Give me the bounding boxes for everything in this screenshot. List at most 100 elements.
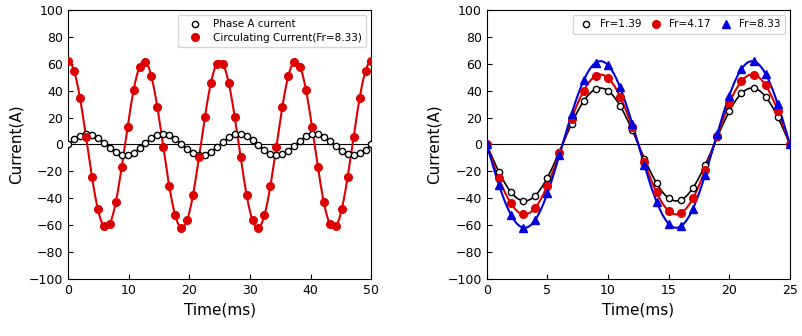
Fr=1.39	[700, 163, 710, 167]
Fr=1.39	[773, 115, 783, 119]
Fr=4.17	[639, 160, 649, 164]
Y-axis label: Current(A): Current(A)	[427, 105, 442, 184]
Fr=1.39	[518, 199, 528, 203]
Fr=8.33	[712, 132, 722, 136]
Fr=8.33	[749, 59, 759, 63]
X-axis label: Time(ms): Time(ms)	[602, 302, 674, 317]
Fr=4.17	[700, 168, 710, 172]
Line: Fr=8.33: Fr=8.33	[483, 57, 794, 232]
Fr=1.39	[530, 194, 540, 198]
Fr=1.39	[761, 95, 771, 99]
Fr=1.39	[712, 135, 722, 139]
Fr=1.39	[482, 142, 492, 146]
Fr=8.33	[518, 226, 528, 230]
Circulating Current(Fr=8.33)	[212, 61, 221, 66]
Circulating Current(Fr=8.33)	[367, 59, 376, 63]
Phase A current	[159, 132, 168, 136]
Fr=4.17	[712, 134, 722, 138]
Legend: Phase A current, Circulating Current(Fr=8.33): Phase A current, Circulating Current(Fr=…	[178, 15, 367, 47]
Fr=4.17	[482, 142, 492, 146]
Phase A current	[230, 132, 240, 136]
Fr=1.39	[676, 198, 686, 202]
Fr=1.39	[664, 196, 674, 200]
Fr=1.39	[749, 86, 759, 90]
Fr=1.39	[688, 186, 698, 190]
Fr=4.17	[773, 109, 783, 113]
Fr=1.39	[579, 99, 589, 103]
Fr=8.33	[773, 102, 783, 107]
Fr=1.39	[724, 109, 734, 113]
Fr=8.33	[555, 153, 565, 157]
Fr=4.17	[724, 101, 734, 106]
Circulating Current(Fr=8.33)	[176, 226, 186, 230]
Fr=4.17	[542, 183, 552, 187]
Fr=4.17	[785, 142, 795, 146]
Fr=8.33	[639, 163, 649, 167]
Fr=8.33	[785, 142, 795, 146]
Phase A current	[367, 142, 376, 146]
Fr=8.33	[664, 222, 674, 226]
Fr=8.33	[724, 93, 734, 97]
Fr=4.17	[749, 73, 759, 77]
Legend: Fr=1.39, Fr=4.17, Fr=8.33: Fr=1.39, Fr=4.17, Fr=8.33	[573, 15, 785, 34]
Phase A current	[87, 133, 97, 137]
Fr=1.39	[506, 190, 516, 194]
Fr=8.33	[615, 85, 625, 89]
Phase A current	[63, 142, 73, 146]
Fr=4.17	[567, 117, 577, 121]
Fr=8.33	[652, 200, 662, 204]
Fr=1.39	[603, 89, 613, 93]
Fr=4.17	[761, 83, 771, 87]
Fr=4.17	[555, 151, 565, 155]
Phase A current	[212, 145, 221, 149]
Fr=4.17	[506, 202, 516, 206]
Fr=1.39	[567, 122, 577, 126]
Phase A current	[265, 152, 275, 156]
Circulating Current(Fr=8.33)	[63, 59, 73, 63]
Fr=1.39	[555, 150, 565, 154]
Line: Fr=1.39: Fr=1.39	[484, 85, 793, 204]
Fr=4.17	[591, 74, 601, 78]
Line: Circulating Current(Fr=8.33): Circulating Current(Fr=8.33)	[64, 57, 375, 232]
Circulating Current(Fr=8.33)	[170, 213, 180, 217]
Fr=8.33	[627, 122, 637, 126]
Fr=1.39	[627, 128, 637, 132]
Fr=1.39	[494, 170, 504, 174]
Line: Fr=4.17: Fr=4.17	[483, 71, 794, 218]
Fr=8.33	[542, 192, 552, 196]
Fr=1.39	[736, 91, 746, 95]
Fr=1.39	[639, 157, 649, 161]
Fr=4.17	[627, 125, 637, 129]
Fr=1.39	[591, 87, 601, 91]
Fr=4.17	[518, 212, 528, 216]
Circulating Current(Fr=8.33)	[349, 135, 358, 139]
Fr=4.17	[615, 95, 625, 99]
Fr=1.39	[542, 176, 552, 180]
Fr=8.33	[591, 60, 601, 65]
Fr=4.17	[652, 190, 662, 194]
Fr=8.33	[482, 142, 492, 146]
Fr=4.17	[603, 76, 613, 80]
Phase A current	[272, 153, 282, 157]
Fr=8.33	[494, 182, 504, 186]
Line: Phase A current: Phase A current	[65, 131, 375, 158]
Fr=8.33	[700, 173, 710, 177]
Fr=1.39	[615, 104, 625, 108]
Fr=8.33	[567, 112, 577, 116]
Fr=8.33	[688, 207, 698, 211]
Fr=4.17	[530, 206, 540, 210]
Circulating Current(Fr=8.33)	[265, 184, 275, 188]
Fr=4.17	[579, 89, 589, 93]
Fr=8.33	[736, 67, 746, 71]
Fr=1.39	[785, 142, 795, 146]
X-axis label: Time(ms): Time(ms)	[184, 302, 256, 317]
Y-axis label: Current(A): Current(A)	[8, 105, 23, 184]
Fr=4.17	[494, 176, 504, 180]
Fr=8.33	[579, 78, 589, 82]
Phase A current	[176, 142, 186, 146]
Fr=8.33	[506, 213, 516, 217]
Fr=1.39	[652, 181, 662, 185]
Circulating Current(Fr=8.33)	[253, 226, 263, 230]
Fr=8.33	[603, 63, 613, 67]
Fr=4.17	[664, 209, 674, 213]
